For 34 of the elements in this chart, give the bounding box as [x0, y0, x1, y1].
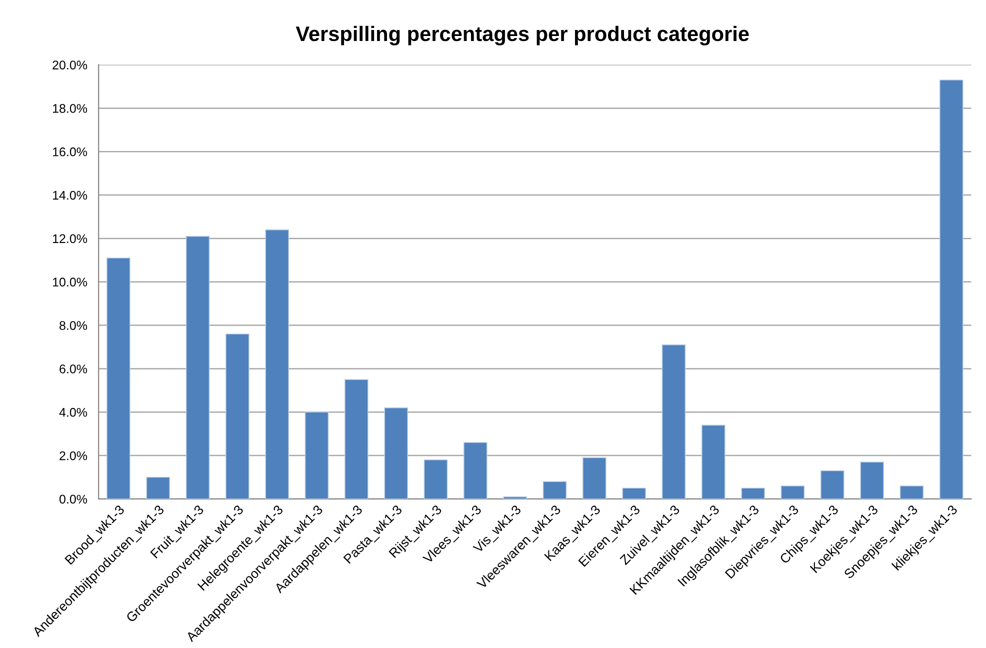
- bar: [304, 412, 329, 499]
- bar: [780, 486, 805, 499]
- y-tick-label: 10.0%: [53, 278, 88, 287]
- y-tick-label: 12.0%: [53, 234, 88, 244]
- bar: [226, 334, 250, 499]
- bar: [741, 488, 765, 499]
- bar: [662, 344, 686, 499]
- bar: [582, 457, 606, 499]
- chart-title: Verspilling percentages per product categorie: [296, 26, 749, 46]
- y-tick-label: 0.0%: [59, 494, 88, 504]
- y-tick-label: 18.0%: [53, 104, 88, 113]
- bar: [860, 462, 884, 499]
- y-tick-label: 4.0%: [59, 408, 88, 417]
- y-tick-label: 16.0%: [53, 147, 88, 156]
- bar: [146, 476, 170, 499]
- bar: [265, 229, 290, 499]
- y-tick-label: 14.0%: [53, 190, 88, 200]
- bar: [900, 486, 924, 499]
- y-tick-label: 20.0%: [52, 60, 88, 70]
- bar: [344, 379, 368, 499]
- bar: [701, 424, 726, 499]
- bar: [542, 481, 567, 499]
- bar: [503, 496, 527, 499]
- bar: [939, 80, 964, 499]
- y-tick-label: 8.0%: [60, 321, 88, 330]
- bar: [622, 488, 646, 499]
- bar: [463, 442, 488, 499]
- bar: [820, 470, 844, 499]
- bar: [384, 407, 408, 499]
- bar: [424, 459, 448, 499]
- y-tick-label: 6.0%: [60, 364, 88, 374]
- bar: [186, 236, 210, 499]
- bar: [106, 258, 130, 499]
- y-tick-label: 2.0%: [60, 451, 88, 460]
